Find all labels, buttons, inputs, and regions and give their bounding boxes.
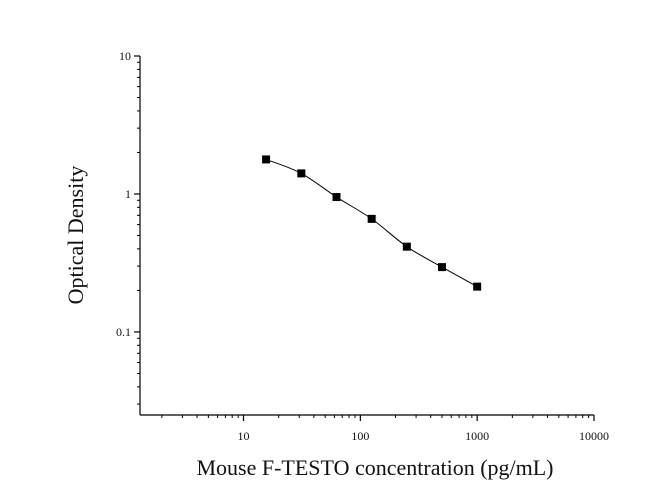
x-tick-label: 1000 bbox=[465, 429, 489, 443]
data-point-layer bbox=[262, 155, 482, 291]
data-point-marker bbox=[332, 193, 341, 202]
x-tick-label: 10 bbox=[238, 429, 250, 443]
x-tick-label: 100 bbox=[351, 429, 369, 443]
data-point-marker bbox=[297, 169, 306, 178]
data-point-marker bbox=[473, 282, 482, 291]
x-tick-label: 10000 bbox=[579, 429, 609, 443]
data-point-marker bbox=[438, 263, 447, 272]
data-point-marker bbox=[367, 214, 376, 223]
y-axis-title: Optical Density bbox=[63, 166, 88, 305]
chart-axes: 0.1 1 10 10 100 1000 10000 bbox=[116, 49, 609, 443]
data-point-marker bbox=[262, 155, 271, 164]
x-axis-title: Mouse F-TESTO concentration (pg/mL) bbox=[196, 455, 553, 480]
y-tick-label: 0.1 bbox=[116, 325, 131, 339]
data-point-marker bbox=[402, 242, 411, 251]
y-tick-label: 10 bbox=[119, 49, 131, 63]
y-tick-label: 1 bbox=[125, 187, 131, 201]
